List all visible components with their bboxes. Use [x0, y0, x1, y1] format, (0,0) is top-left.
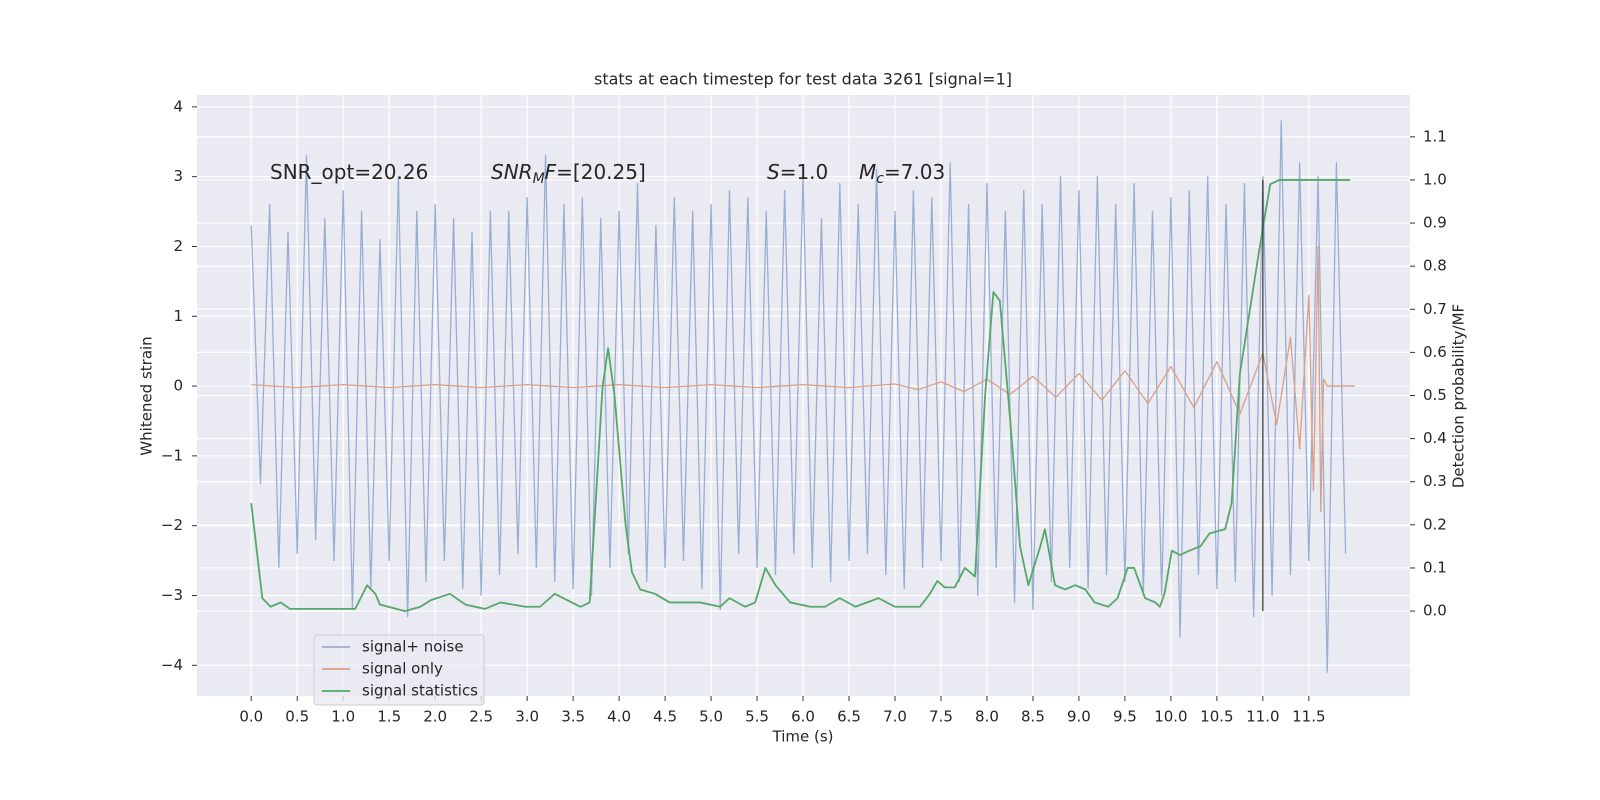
legend-label: signal+ noise — [362, 638, 464, 656]
annotation-part: S — [767, 160, 780, 184]
annotation-part: =1.0 — [780, 160, 829, 184]
y2-tick-label: 0.7 — [1423, 300, 1447, 318]
y-tick-label: −1 — [161, 446, 183, 464]
annotation-part: M — [859, 160, 876, 184]
y2-tick-label: 0.9 — [1423, 214, 1447, 232]
y-tick-label: 1 — [173, 307, 183, 325]
series-line — [250, 179, 1351, 612]
y2-tick-label: 0.1 — [1423, 558, 1447, 576]
x-tick-label: 1.0 — [331, 708, 355, 726]
annotation: SNR_opt=20.26 — [270, 160, 428, 184]
y2-tick-label: 0.8 — [1423, 257, 1447, 275]
y-tick-label: 0 — [173, 377, 183, 395]
x-tick-label: 0.0 — [239, 708, 263, 726]
x-tick-label: 9.0 — [1067, 708, 1091, 726]
legend-label: signal statistics — [362, 682, 478, 700]
x-tick-label: 2.5 — [469, 708, 493, 726]
y-tick-label: 4 — [173, 97, 183, 115]
annotation: SNRMF=[20.25] — [491, 160, 646, 188]
annotation-part: =[20.25] — [556, 160, 646, 184]
x-tick-label: 5.5 — [745, 708, 769, 726]
y2-axis-label: Detection probability/MF — [1450, 304, 1468, 488]
x-tick-label: 7.5 — [929, 708, 953, 726]
annotation-part: M — [533, 171, 545, 187]
legend-box — [313, 634, 485, 706]
y2-tick-label: 0.0 — [1423, 602, 1447, 620]
y2-tick-label: 0.6 — [1423, 343, 1447, 361]
annotation-part: c — [876, 171, 884, 187]
x-tick-label: 5.0 — [699, 708, 723, 726]
y2-tick-label: 0.2 — [1423, 515, 1447, 533]
x-tick-label: 0.5 — [285, 708, 309, 726]
annotation: S=1.0 — [767, 160, 828, 184]
annotation: Mc=7.03 — [859, 160, 945, 188]
y-tick-label: −4 — [161, 656, 183, 674]
x-tick-label: 8.0 — [975, 708, 999, 726]
annotation-part: SNR — [491, 160, 533, 184]
legend-label: signal only — [362, 660, 443, 678]
x-tick-label: 11.0 — [1246, 708, 1279, 726]
y-tick-label: −2 — [161, 516, 183, 534]
y-axis-label: Whitened strain — [138, 336, 156, 455]
series-line — [250, 120, 1347, 673]
x-tick-label: 6.0 — [791, 708, 815, 726]
y-tick-label: 3 — [173, 167, 183, 185]
marks — [250, 120, 1355, 673]
x-tick-label: 1.5 — [377, 708, 401, 726]
x-tick-label: 10.5 — [1200, 708, 1233, 726]
x-tick-label: 2.0 — [423, 708, 447, 726]
y2-tick-label: 0.3 — [1423, 472, 1447, 490]
y-tick-label: −3 — [161, 586, 183, 604]
x-tick-label: 4.5 — [653, 708, 677, 726]
x-tick-label: 11.5 — [1292, 708, 1325, 726]
y2-tick-label: 0.4 — [1423, 429, 1447, 447]
annotation-part: F — [545, 160, 557, 184]
annotation-part: SNR_opt=20.26 — [270, 160, 428, 184]
x-tick-label: 3.0 — [515, 708, 539, 726]
legend: signal+ noise signal only signal statistic… — [313, 634, 485, 706]
x-tick-label: 3.5 — [561, 708, 585, 726]
annotation-part: =7.03 — [884, 160, 945, 184]
x-tick-label: 9.5 — [1113, 708, 1137, 726]
x-tick-label: 10.0 — [1154, 708, 1187, 726]
y2-tick-label: 0.5 — [1423, 386, 1447, 404]
labels: 0.0 0.5 1.0 1.5 2.0 2.5 3.0 3.5 4.0 4.5 5.0 5.5 6.0 6… — [161, 97, 1447, 725]
x-axis-label: Time (s) — [772, 728, 834, 746]
x-tick-label: 4.0 — [607, 708, 631, 726]
x-tick-label: 7.0 — [883, 708, 907, 726]
y2-tick-label: 1.0 — [1423, 170, 1447, 188]
y-tick-label: 2 — [173, 237, 183, 255]
series-line — [251, 245, 1355, 513]
x-tick-label: 8.5 — [1021, 708, 1045, 726]
chart-title: stats at each timestep for test data 326… — [594, 70, 1012, 89]
y2-tick-label: 1.1 — [1423, 127, 1447, 145]
x-tick-label: 6.5 — [837, 708, 861, 726]
